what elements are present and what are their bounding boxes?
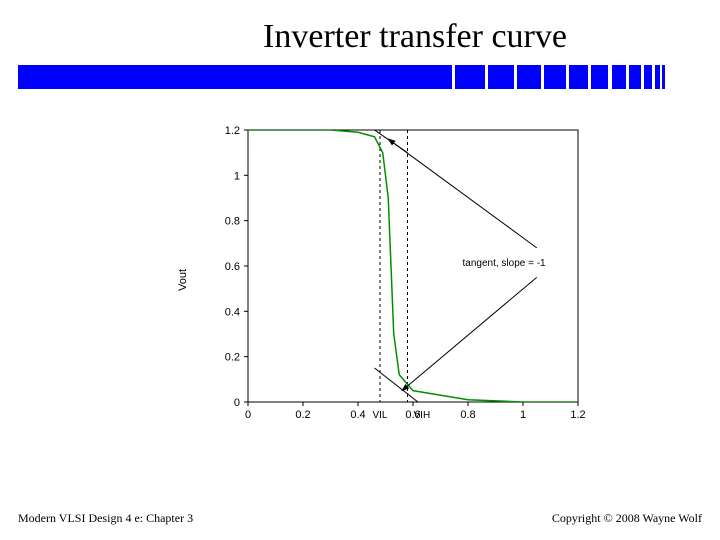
transfer-curve-chart: Vout 00.20.40.60.811.200.20.40.60.811.2V… [200, 120, 600, 440]
svg-text:tangent, slope = -1: tangent, slope = -1 [463, 258, 547, 269]
footer-left: Modern VLSI Design 4 e: Chapter 3 [18, 511, 193, 526]
band-seg [644, 65, 652, 89]
band-seg [455, 65, 484, 89]
svg-text:0: 0 [245, 409, 251, 421]
svg-text:0.2: 0.2 [295, 409, 310, 421]
band-seg [591, 65, 608, 89]
svg-text:0: 0 [234, 397, 240, 409]
svg-text:1.2: 1.2 [225, 125, 240, 137]
svg-text:0.8: 0.8 [225, 216, 240, 228]
svg-text:VIH: VIH [414, 410, 431, 421]
svg-text:VIL: VIL [372, 410, 387, 421]
chart-svg: 00.20.40.60.811.200.20.40.60.811.2VILVIH… [200, 120, 600, 440]
band-seg [488, 65, 514, 89]
y-axis-label: Vout [177, 269, 189, 291]
band-seg [569, 65, 588, 89]
band-seg [612, 65, 626, 89]
band-seg [629, 65, 641, 89]
band-main [18, 65, 452, 89]
svg-text:0.8: 0.8 [460, 409, 475, 421]
band-seg [655, 65, 660, 89]
svg-text:1.2: 1.2 [570, 409, 585, 421]
svg-text:0.4: 0.4 [225, 306, 240, 318]
slide-title: Inverter transfer curve [0, 18, 720, 56]
svg-text:0.2: 0.2 [225, 352, 240, 364]
svg-text:0.4: 0.4 [350, 409, 365, 421]
svg-text:1: 1 [234, 170, 240, 182]
decorative-band [18, 65, 666, 89]
svg-text:1: 1 [520, 409, 526, 421]
band-seg [662, 65, 665, 89]
band-seg [544, 65, 565, 89]
svg-text:0.6: 0.6 [225, 261, 240, 273]
footer-right: Copyright © 2008 Wayne Wolf [552, 511, 702, 526]
band-seg [517, 65, 541, 89]
